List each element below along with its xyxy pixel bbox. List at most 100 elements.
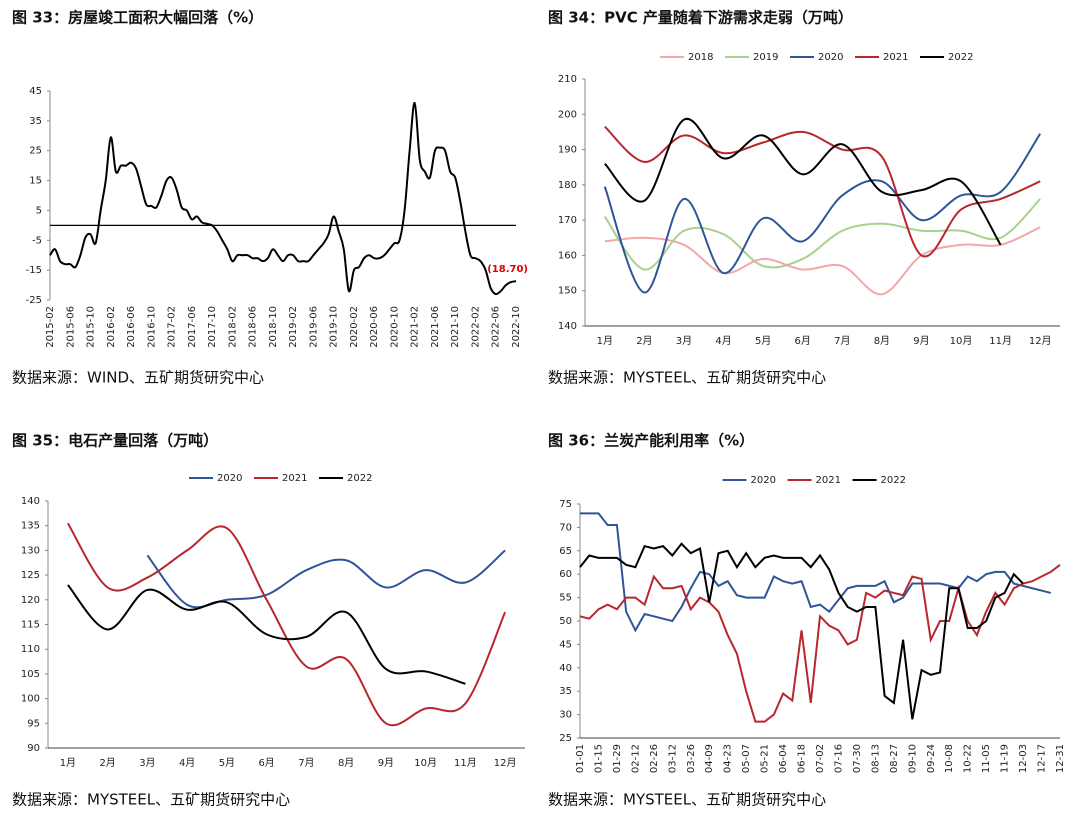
x-tick-label: 2019-02 (288, 306, 299, 348)
legend-label: 2022 (948, 52, 973, 63)
x-tick-label: 07-02 (815, 744, 826, 773)
x-tick-label: 2017-10 (207, 306, 218, 348)
series-line (146, 549, 506, 609)
x-tick-label: 2019-06 (308, 306, 319, 348)
x-tick-label: 12月 (494, 757, 517, 769)
x-tick-label: 2020-10 (389, 306, 400, 348)
x-tick-label: 08-13 (870, 744, 881, 773)
x-tick-label: 10月 (950, 335, 973, 347)
legend-label: 2021 (883, 52, 908, 63)
chart-title: 图 33：房屋竣工面积大幅回落（%） (12, 9, 263, 27)
y-tick-label: 35 (29, 116, 42, 127)
y-tick-label: 135 (21, 521, 40, 532)
series-line (67, 584, 466, 685)
y-tick-label: 160 (558, 250, 577, 261)
y-tick-label: 65 (559, 546, 572, 557)
x-tick-label: 2020-06 (369, 306, 380, 348)
x-tick-label: 10月 (414, 757, 437, 769)
x-tick-label: 7月 (834, 335, 850, 347)
source-note: 数据来源：WIND、五矿期货研究中心 (12, 369, 264, 387)
x-tick-label: 11-19 (1000, 744, 1011, 773)
x-tick-label: 2018-06 (248, 306, 259, 348)
x-tick-label: 03-12 (667, 744, 678, 773)
x-tick-label: 2022-10 (511, 306, 522, 348)
legend-label: 2019 (753, 52, 778, 63)
y-tick-label: -5 (32, 235, 42, 246)
x-tick-label: 05-07 (741, 744, 752, 773)
x-tick-label: 06-04 (778, 744, 789, 773)
x-tick-label: 07-30 (852, 744, 863, 773)
series-line (49, 101, 517, 296)
x-tick-label: 02-12 (630, 744, 641, 773)
x-tick-label: 2022-02 (470, 306, 481, 348)
x-tick-label: 10-22 (963, 744, 974, 773)
y-tick-label: -15 (26, 265, 42, 276)
x-tick-label: 11-05 (981, 744, 992, 773)
x-tick-label: 02-26 (649, 744, 660, 773)
x-tick-label: 5月 (219, 757, 235, 769)
x-tick-label: 3月 (139, 757, 155, 769)
x-tick-label: 2017-06 (187, 306, 198, 348)
x-tick-label: 4月 (715, 335, 731, 347)
x-tick-label: 11月 (454, 757, 477, 769)
x-tick-label: 04-23 (723, 744, 734, 773)
y-tick-label: 5 (36, 205, 42, 216)
y-tick-label: 95 (27, 718, 40, 729)
x-tick-label: 2015-02 (45, 306, 56, 348)
x-tick-label: 2015-10 (86, 306, 97, 348)
y-tick-label: 55 (559, 593, 572, 604)
y-tick-label: 210 (558, 74, 577, 85)
y-tick-label: 25 (559, 733, 572, 744)
x-tick-label: 2022-06 (491, 306, 502, 348)
y-tick-label: 110 (21, 644, 40, 655)
series-line (603, 133, 1042, 294)
y-tick-label: 125 (21, 570, 40, 581)
x-tick-label: 2018-10 (268, 306, 279, 348)
legend-label: 2021 (282, 473, 307, 484)
x-tick-label: 09-24 (926, 744, 937, 773)
x-tick-label: 12-03 (1018, 744, 1029, 773)
x-tick-label: 12-17 (1037, 744, 1048, 773)
y-tick-label: 190 (558, 145, 577, 156)
chart-title: 图 35：电石产量回落（万吨） (12, 432, 218, 450)
x-tick-label: 2016-02 (106, 306, 117, 348)
source-note: 数据来源：MYSTEEL、五矿期货研究中心 (12, 791, 290, 809)
x-tick-label: 2月 (99, 757, 115, 769)
legend-label: 2022 (881, 475, 906, 486)
chart-title: 图 34：PVC 产量随着下游需求走弱（万吨） (548, 9, 853, 27)
legend-label: 2021 (816, 475, 841, 486)
x-tick-label: 2021-06 (430, 306, 441, 348)
x-tick-label: 9月 (913, 335, 929, 347)
y-tick-label: -25 (26, 295, 42, 306)
y-tick-label: 60 (559, 569, 572, 580)
x-tick-label: 1月 (60, 757, 76, 769)
x-tick-label: 2017-02 (167, 306, 178, 348)
x-tick-label: 04-09 (704, 744, 715, 773)
source-note: 数据来源：MYSTEEL、五矿期货研究中心 (548, 791, 826, 809)
x-tick-label: 01-15 (593, 744, 604, 773)
x-tick-label: 9月 (378, 757, 394, 769)
source-note: 数据来源：MYSTEEL、五矿期货研究中心 (548, 369, 826, 387)
x-tick-label: 7月 (298, 757, 314, 769)
legend-label: 2020 (217, 473, 242, 484)
series-line (579, 542, 1024, 720)
x-tick-label: 03-26 (686, 744, 697, 773)
x-tick-label: 06-18 (797, 744, 808, 773)
y-tick-label: 25 (29, 146, 42, 157)
y-tick-label: 150 (558, 286, 577, 297)
y-tick-label: 45 (29, 86, 42, 97)
x-tick-label: 2016-06 (126, 306, 137, 348)
y-tick-label: 170 (558, 215, 577, 226)
legend-label: 2020 (751, 475, 776, 486)
x-tick-label: 01-01 (575, 744, 586, 773)
legend-label: 2018 (688, 52, 713, 63)
x-tick-label: 6月 (795, 335, 811, 347)
x-tick-label: 1月 (597, 335, 613, 347)
x-tick-label: 8月 (874, 335, 890, 347)
y-tick-label: 45 (559, 639, 572, 650)
y-tick-label: 130 (21, 545, 40, 556)
series-line (580, 512, 1052, 633)
x-tick-label: 2018-02 (227, 306, 238, 348)
x-tick-label: 10-08 (944, 744, 955, 773)
